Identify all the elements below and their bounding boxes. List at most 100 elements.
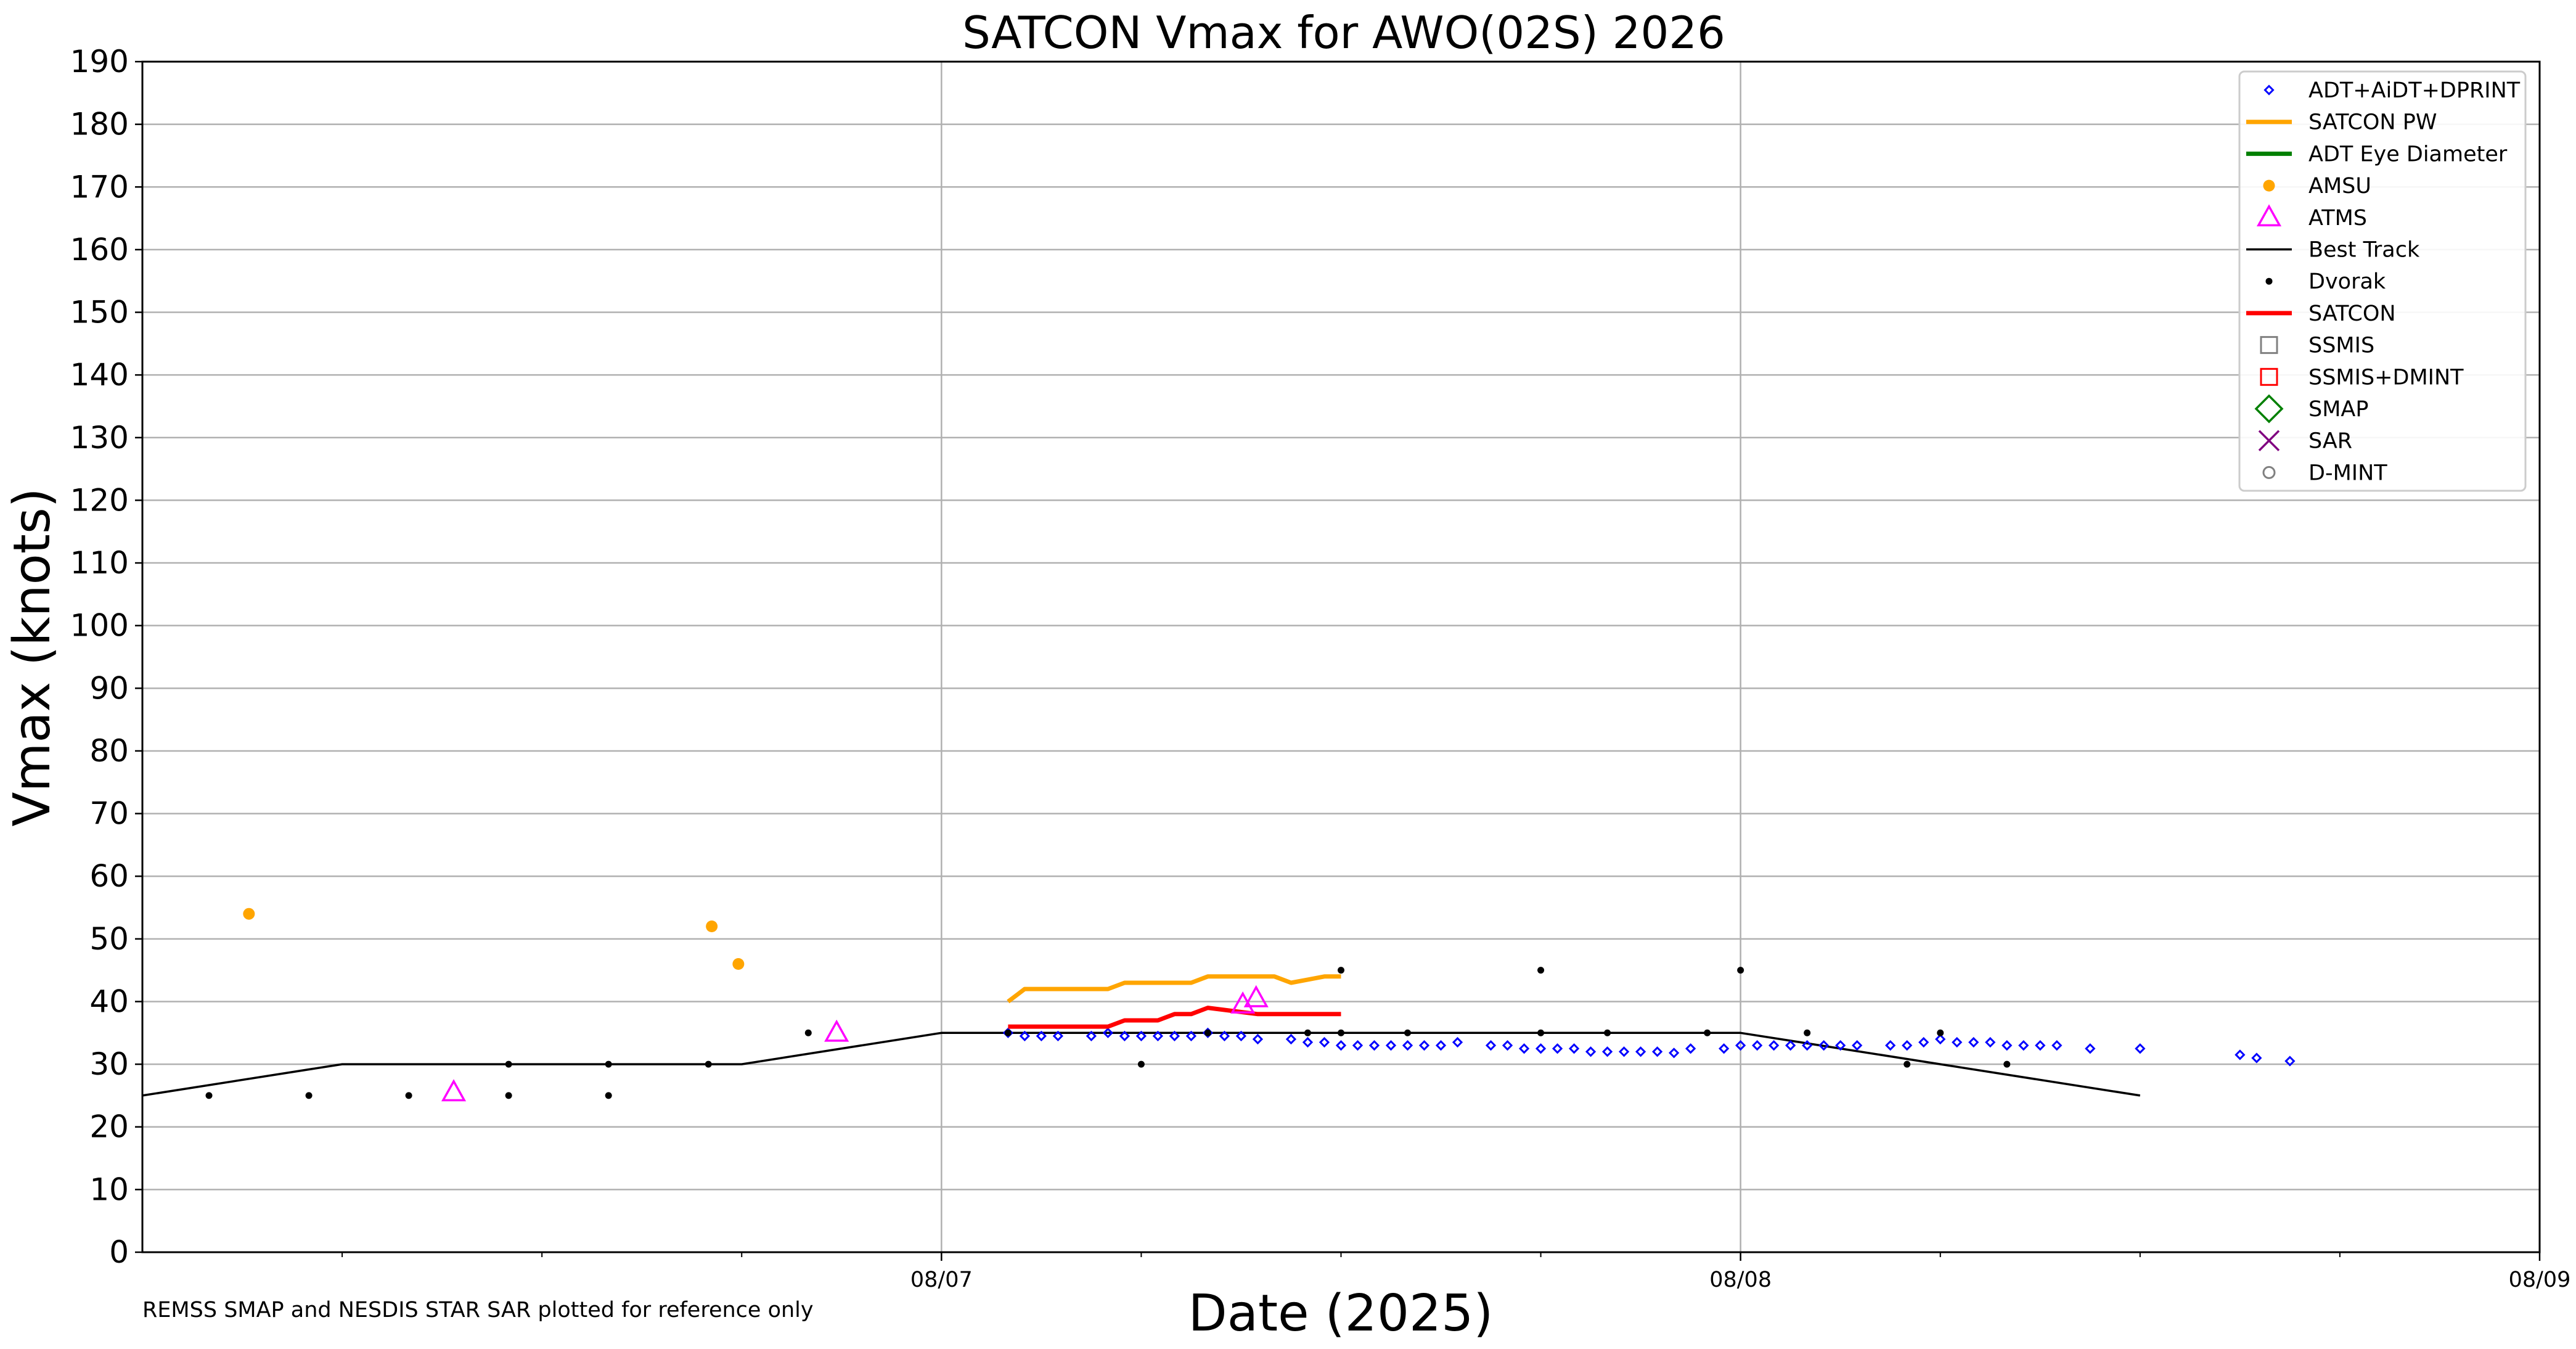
satcon-line [1008,1006,1341,1029]
adt-point [1102,1027,1114,1038]
adt-point [1885,1039,1896,1051]
dvorak-point [505,1092,512,1099]
legend-label: SSMIS+DMINT [2308,365,2464,390]
dvorak-point [1937,1029,1944,1036]
plot-frame [141,60,2541,1253]
adt-point [1902,1039,1913,1051]
y-tick-label: 140 [70,357,129,393]
adt-point [1302,1036,1314,1048]
y-tick-label: 20 [89,1109,129,1145]
grid [142,60,2541,1253]
legend-label: Best Track [2308,238,2420,263]
legend-swatch-ssmis [2260,336,2278,355]
adt-point [1319,1036,1330,1048]
x-axis-label: Date (2025) [1188,1284,1494,1343]
adt-point [1785,1039,1796,1051]
dvorak-point [2003,1060,2011,1068]
y-axis-label: Vmax (knots) [3,488,62,826]
y-tick-label: 190 [70,44,129,80]
x-axis: 08/07 08/08 08/09 [341,1252,2571,1292]
y-tick-label: 90 [89,670,129,706]
dvorak-point [205,1092,213,1099]
legend-label: SMAP [2308,397,2368,422]
footnote: REMSS SMAP and NESDIS STAR SAR plotted f… [142,1298,814,1322]
dvorak-point [605,1092,612,1099]
x-tick-label: 08/08 [1709,1268,1772,1292]
dvorak-point [1903,1060,1911,1068]
dvorak-point [1004,1029,1012,1036]
adt-point [1219,1030,1230,1041]
legend-label: SSMIS [2308,334,2374,358]
adt-point [1119,1030,1131,1041]
dvorak-point [1704,1029,1711,1036]
adt-point [1036,1030,1047,1041]
y-tick-label: 70 [89,796,129,832]
adt-point [1335,1039,1347,1051]
dvorak-point [1338,967,1344,974]
adt-point [1835,1039,1846,1051]
y-tick-label: 170 [70,169,129,205]
legend: ADT+AiDT+DPRINT SATCON PW ADT Eye Diameter… [2238,70,2527,492]
adt-point [1518,1043,1530,1054]
adt-point [1352,1039,1364,1051]
adt-point [2051,1039,2063,1051]
legend-swatch-atms [2256,204,2282,227]
adt-point [1169,1030,1180,1041]
y-axis: 0 10 20 30 40 50 60 70 80 90 100 110 120 130 140 150 160… [70,44,142,1270]
adt-point [1618,1046,1630,1057]
adt-point [2235,1049,2246,1060]
adt-point [1935,1033,1946,1045]
adt-point [1185,1030,1197,1041]
legend-label: SATCON [2308,301,2396,326]
dvorak-point [1338,1029,1344,1036]
y-tick-label: 40 [89,983,129,1019]
legend-swatch-smap [2254,394,2284,424]
legend-swatch-amsu [2263,179,2275,192]
x-tick-label: 08/07 [910,1268,973,1292]
x-tick-label: 08/09 [2509,1268,2571,1292]
y-tick-label: 10 [89,1171,129,1207]
adt-point [1918,1036,1929,1048]
adt-point [1735,1039,1746,1051]
adt-point [1252,1033,1264,1045]
adt-point [1635,1046,1646,1057]
adt-point [1485,1039,1497,1051]
adt-point [1952,1036,1963,1048]
legend-label: SAR [2308,429,2352,454]
adt-point [2002,1039,2013,1051]
dvorak-point [1304,1029,1311,1036]
adt-point [1669,1048,1680,1059]
adt-point [1502,1039,1513,1051]
adt-point [1385,1039,1397,1051]
adt-point [2018,1039,2029,1051]
adt-point [1402,1039,1413,1051]
dvorak-point [1204,1029,1211,1036]
dvorak-point [1604,1029,1611,1036]
y-tick-label: 30 [89,1046,129,1082]
adt-point [2035,1039,2046,1051]
adt-point [1535,1043,1547,1054]
y-tick-label: 150 [70,295,129,330]
series-layer [142,908,2296,1102]
adt-point [1985,1036,1996,1048]
legend-swatch-adt [2263,84,2275,96]
adt-point [1802,1039,1813,1051]
atms-point [1243,985,1269,1007]
amsu-point [732,957,745,970]
amsu-point [706,921,718,933]
adt-point [1418,1039,1430,1051]
adt-point [1052,1030,1064,1041]
dvorak-point [305,1092,313,1099]
legend-swatch-dmint [2262,465,2276,479]
adt-point [1852,1039,1863,1051]
legend-label: ADT Eye Diameter [2308,142,2508,166]
adt-point [1285,1033,1297,1045]
dvorak-point [1137,1060,1145,1068]
y-tick-label: 0 [109,1234,129,1270]
dvorak-point [1737,967,1744,974]
legend-box [2238,70,2527,492]
adt-point [1368,1039,1380,1051]
legend-label: AMSU [2308,174,2371,199]
dvorak-point [1404,1029,1412,1036]
atms-point [824,1019,849,1042]
